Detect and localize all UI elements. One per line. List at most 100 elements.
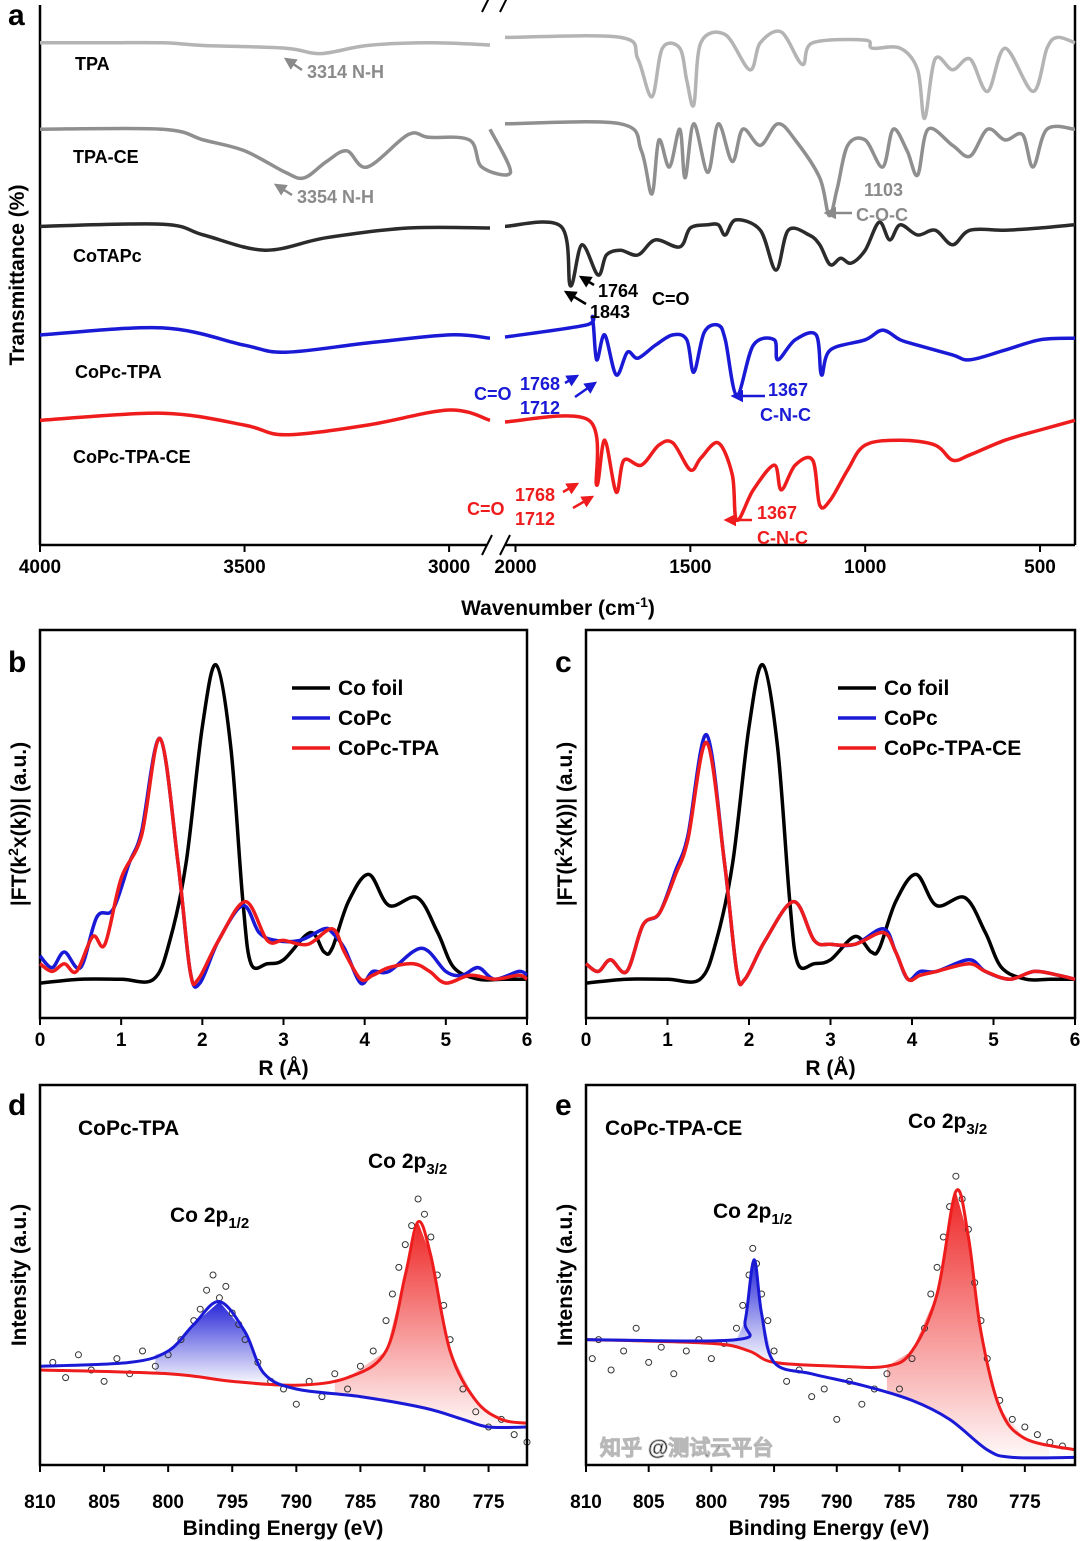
- x-tick-label: 800: [696, 1492, 728, 1513]
- fit-line-2p32: [39, 1219, 528, 1425]
- y-axis-label-sup: 2: [5, 848, 21, 856]
- data-point: [670, 1370, 678, 1378]
- panel-b-exafs: [38, 628, 529, 1025]
- data-point: [427, 1233, 435, 1241]
- series-line-right: [504, 414, 1076, 522]
- annotation-arrow: [564, 374, 580, 387]
- x-tick-label: 5: [441, 1030, 452, 1051]
- data-point: [883, 1370, 891, 1378]
- peak-label-subscript: 3/2: [966, 1121, 987, 1138]
- peak-label: Co 2p1/2: [713, 1200, 792, 1228]
- annotation-arrow: [574, 381, 598, 399]
- x-tick-label: 3: [278, 1030, 289, 1051]
- legend-label: Co foil: [884, 677, 949, 700]
- series-line-left: [40, 40, 491, 56]
- peak-label-subscript: 3/2: [426, 1161, 447, 1178]
- data-point: [203, 1286, 211, 1294]
- series-line-right: [504, 314, 1076, 397]
- data-point: [833, 1415, 841, 1423]
- x-tick-label: 795: [216, 1492, 248, 1513]
- data-point: [388, 1290, 396, 1298]
- series-line-co-foil: [39, 663, 527, 985]
- data-point: [292, 1400, 300, 1408]
- y-axis-label-end: x(k))| (a.u.): [554, 742, 577, 848]
- data-point: [331, 1370, 339, 1378]
- y-axis-label-sup: 2: [551, 848, 567, 856]
- y-axis-label: Intensity (a.u.): [554, 1204, 577, 1346]
- x-tick-label: 775: [1009, 1492, 1041, 1513]
- annotation-cnc-red: C-N-C: [757, 528, 808, 548]
- x-tick-label: 790: [280, 1492, 312, 1513]
- series-label: CoPc-TPA-CE: [73, 447, 191, 467]
- x-tick-label: 3: [825, 1030, 836, 1051]
- y-axis-label: Intensity (a.u.): [8, 1204, 31, 1346]
- x-tick-label: 785: [345, 1492, 377, 1513]
- data-point: [820, 1385, 828, 1393]
- legend-label: Co foil: [338, 677, 403, 700]
- x-tick-label: 775: [473, 1492, 505, 1513]
- series-label: CoTAPc: [73, 246, 142, 266]
- x-tick-label: 4000: [19, 557, 61, 578]
- data-point: [62, 1374, 70, 1382]
- annotation-arrow: [562, 482, 580, 495]
- annotation-1768-blue: 1768: [520, 374, 560, 394]
- panel-letter-d: d: [8, 1089, 26, 1122]
- x-tick-label: 6: [1070, 1030, 1080, 1051]
- series-tpa-ce: [39, 120, 1076, 218]
- annotation-arrow: [578, 275, 595, 288]
- x-axis-label: R (Å): [258, 1056, 308, 1080]
- data-point: [344, 1385, 352, 1393]
- data-point: [318, 1393, 326, 1401]
- legend-label: CoPc: [884, 707, 938, 730]
- data-point: [895, 1385, 903, 1393]
- data-point: [382, 1317, 390, 1325]
- peak-2p32-fill: [886, 1191, 1049, 1458]
- peak-2p12-fill: [155, 1302, 283, 1385]
- x-axis-label-sup: -1: [635, 594, 648, 610]
- y-axis-label: |FT(k2x(k))| (a.u.): [551, 742, 577, 906]
- annotation-1712-red: 1712: [515, 509, 555, 529]
- series-copc-tpa: [39, 314, 1076, 397]
- data-point: [196, 1305, 204, 1313]
- x-axis-label: Binding Energy (eV): [183, 1517, 384, 1540]
- x-tick-label: 780: [409, 1492, 441, 1513]
- data-point: [764, 1317, 772, 1325]
- annotation-1103: 1103: [864, 180, 903, 200]
- data-point: [739, 1301, 747, 1309]
- data-point: [177, 1336, 185, 1344]
- sample-title: CoPc-TPA: [78, 1117, 179, 1140]
- x-tick-label: 2: [197, 1030, 208, 1051]
- panel-letter-e: e: [555, 1089, 572, 1122]
- x-tick-label: 4: [907, 1030, 918, 1051]
- annotation-co: C=O: [652, 289, 690, 309]
- watermark-text: 知乎 @测试云平台: [600, 1436, 773, 1460]
- series-line-right: [504, 120, 1076, 218]
- data-point: [1033, 1431, 1041, 1439]
- peak-label: Co 2p3/2: [368, 1150, 447, 1178]
- data-point: [588, 1355, 596, 1363]
- series-line-copc-tpa-ce: [584, 740, 1076, 987]
- x-tick-label: 800: [152, 1492, 184, 1513]
- data-point: [933, 1263, 941, 1271]
- plot-frame: [584, 1083, 1077, 1467]
- series-label: TPA: [75, 54, 110, 74]
- x-tick-label: 5: [988, 1030, 999, 1051]
- data-point: [395, 1263, 403, 1271]
- plot-frame: [38, 1083, 529, 1467]
- data-point: [510, 1431, 518, 1439]
- x-tick-label: 1: [116, 1030, 127, 1051]
- annotation-arrow: [572, 495, 595, 510]
- y-axis-label: Transmittance (%): [6, 185, 29, 366]
- annotation-1843: 1843: [590, 302, 630, 322]
- annotation-arrow: [273, 183, 293, 197]
- series-line-right: [504, 29, 1076, 121]
- series-line-co-foil: [585, 663, 1075, 985]
- x-tick-label: 790: [821, 1492, 853, 1513]
- panel-letter-a: a: [8, 0, 25, 32]
- data-point: [927, 1290, 935, 1298]
- data-point: [707, 1355, 715, 1363]
- x-axis-label: Wavenumber (cm-1): [461, 594, 655, 620]
- series-line-copc: [584, 733, 1076, 987]
- data-point: [472, 1408, 480, 1416]
